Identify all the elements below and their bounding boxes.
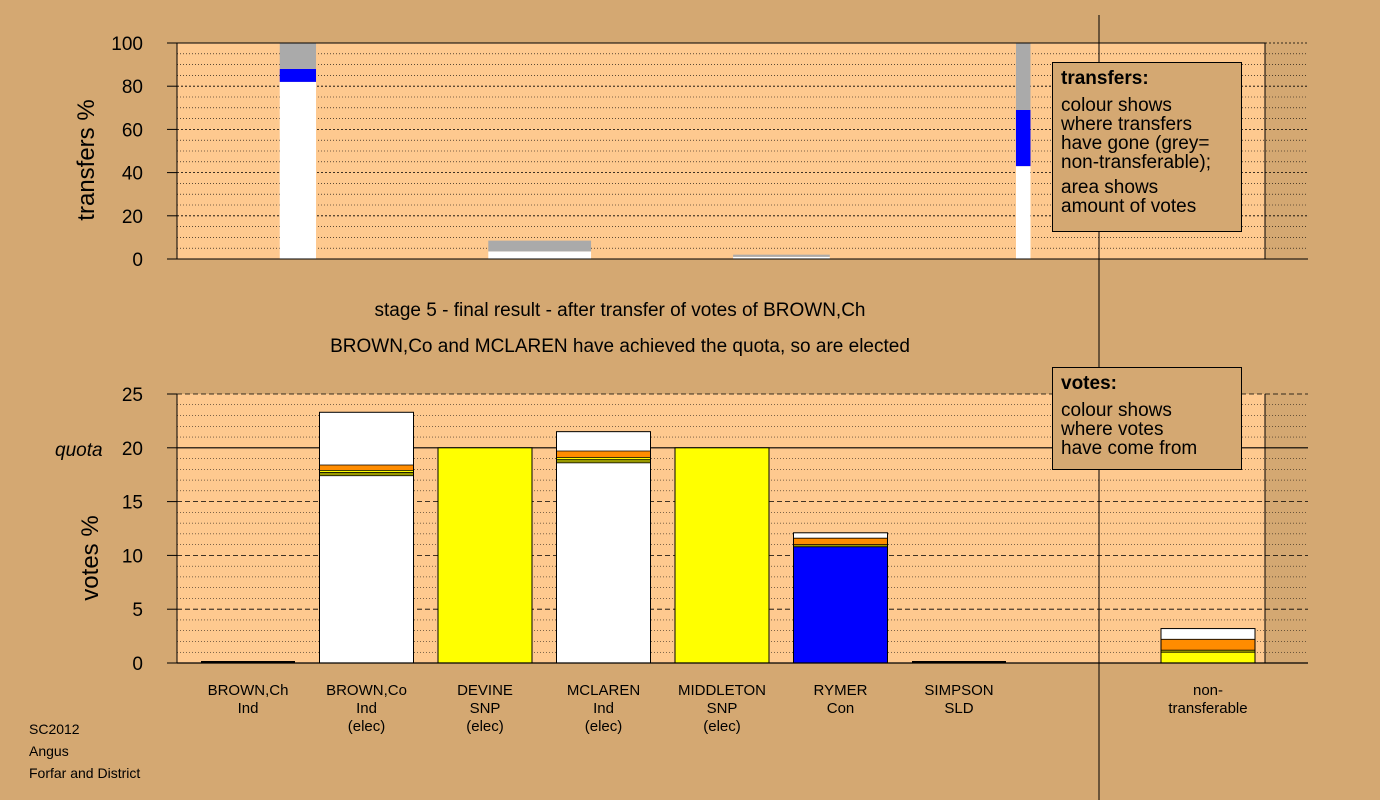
candidate-label: MCLAREN Ind (elec) <box>544 682 664 736</box>
transfer-bar-segment <box>733 256 830 259</box>
nontransferable-label: non- transferable <box>1148 682 1268 718</box>
transfer-bar-segment <box>1015 109 1031 167</box>
vote-bar-segment <box>556 451 651 458</box>
votes-legend-line: have come from <box>1061 438 1198 459</box>
transfer-bar-segment <box>1015 166 1031 259</box>
transfers-legend-line: colour shows <box>1061 95 1172 116</box>
candidate-party: Ind <box>356 700 377 717</box>
votes-tick-label: 15 <box>122 493 143 514</box>
candidate-name: RYMER <box>813 682 868 699</box>
votes-tick-label: 5 <box>132 600 143 621</box>
candidate-label: BROWN,Co Ind (elec) <box>307 682 427 736</box>
transfers-tick-label: 0 <box>132 250 143 271</box>
candidate-status: (elec) <box>703 718 741 735</box>
quota-label: quota <box>55 440 103 461</box>
candidate-party: SLD <box>944 700 974 717</box>
vote-bar-segment <box>1161 628 1255 640</box>
vote-bar-segment <box>1161 639 1255 651</box>
vote-bar-segment <box>793 532 888 539</box>
candidate-label: DEVINE SNP (elec) <box>425 682 545 736</box>
transfers-legend-line: non-transferable); <box>1061 152 1211 173</box>
candidate-status: (elec) <box>466 718 504 735</box>
votes-legend: votes: colour shows where votes have com… <box>1052 367 1242 470</box>
transfers-legend-text2: area shows amount of votes <box>1061 178 1233 216</box>
candidate-party: SNP <box>469 700 501 717</box>
transfers-legend: transfers: colour shows where transfers … <box>1052 62 1242 232</box>
vote-bar-segment <box>793 546 888 663</box>
transfers-legend-line: amount of votes <box>1061 196 1197 217</box>
votes-legend-title: votes: <box>1061 373 1117 394</box>
candidate-party: SNP <box>706 700 738 717</box>
candidate-party: Ind <box>593 700 614 717</box>
candidate-status: (elec) <box>347 718 386 735</box>
council-name: Angus <box>29 743 69 759</box>
candidate-label: SIMPSON SLD <box>899 682 1019 718</box>
candidate-name: SIMPSON <box>924 682 994 699</box>
transfers-legend-line: where transfers <box>1061 114 1192 135</box>
nontransferable-label-line: transferable <box>1168 700 1248 717</box>
transfers-tick-label: 40 <box>122 164 143 185</box>
votes-tick-label: 25 <box>122 385 143 406</box>
elected-note: BROWN,Co and MCLAREN have achieved the q… <box>330 336 910 357</box>
transfers-tick-label: 20 <box>122 207 143 228</box>
candidate-name: BROWN,Co <box>326 682 407 699</box>
transfers-legend-text1: colour shows where transfers have gone (… <box>1061 96 1233 172</box>
candidate-label: RYMER Con <box>781 682 901 718</box>
transfer-bar-segment <box>488 240 592 252</box>
candidate-name: DEVINE <box>457 682 513 699</box>
votes-tick-label: 10 <box>122 546 143 567</box>
transfer-bar-segment <box>488 251 592 259</box>
candidate-label: MIDDLETON SNP (elec) <box>662 682 782 736</box>
transfer-bar-segment <box>733 254 830 257</box>
candidate-label: BROWN,Ch Ind <box>188 682 308 718</box>
transfers-axis-label: transfers % <box>73 99 100 220</box>
votes-legend-line: where votes <box>1061 419 1164 440</box>
vote-bar-segment <box>793 544 888 547</box>
vote-bar-segment <box>556 431 651 452</box>
vote-bar-segment <box>793 538 888 545</box>
vote-bar-segment <box>319 465 414 471</box>
transfers-tick-label: 60 <box>122 120 143 141</box>
ward-name: Forfar and District <box>29 765 141 781</box>
vote-bar-segment <box>438 447 532 663</box>
transfer-bar-segment <box>279 81 317 259</box>
transfers-legend-line: area shows <box>1061 177 1159 198</box>
transfer-bar-segment <box>279 68 317 82</box>
stage-title: stage 5 - final result - after transfer … <box>374 300 866 321</box>
vote-bar-segment <box>319 470 414 473</box>
votes-tick-label: 20 <box>122 439 143 460</box>
transfers-tick-label: 80 <box>122 77 143 98</box>
vote-bar-segment <box>319 472 414 476</box>
candidate-name: MIDDLETON <box>677 682 767 699</box>
vote-bar-segment <box>319 412 414 466</box>
vote-bar-segment <box>556 457 651 460</box>
vote-bar-segment <box>556 462 651 663</box>
vote-bar-segment <box>556 459 651 463</box>
transfers-legend-title: transfers: <box>1061 68 1149 89</box>
candidate-party: Con <box>826 700 855 717</box>
vote-bar-segment <box>1161 652 1255 663</box>
transfer-bar-segment <box>1015 43 1031 110</box>
vote-bar-segment <box>319 475 414 663</box>
nontransferable-label-line: non- <box>1192 682 1224 699</box>
votes-tick-label: 0 <box>132 654 143 675</box>
votes-legend-line: colour shows <box>1061 400 1172 421</box>
transfers-tick-label: 100 <box>111 34 143 55</box>
election-code: SC2012 <box>29 721 80 737</box>
candidate-party: Ind <box>237 700 259 717</box>
candidate-name: BROWN,Ch <box>207 682 289 699</box>
candidate-status: (elec) <box>584 718 623 735</box>
vote-bar-segment <box>1161 650 1255 653</box>
transfers-legend-line: have gone (grey= <box>1061 133 1210 154</box>
transfer-bar-segment <box>279 43 317 69</box>
votes-axis-label: votes % <box>77 515 104 600</box>
candidate-name: MCLAREN <box>566 682 641 699</box>
vote-bar-segment <box>675 447 769 663</box>
